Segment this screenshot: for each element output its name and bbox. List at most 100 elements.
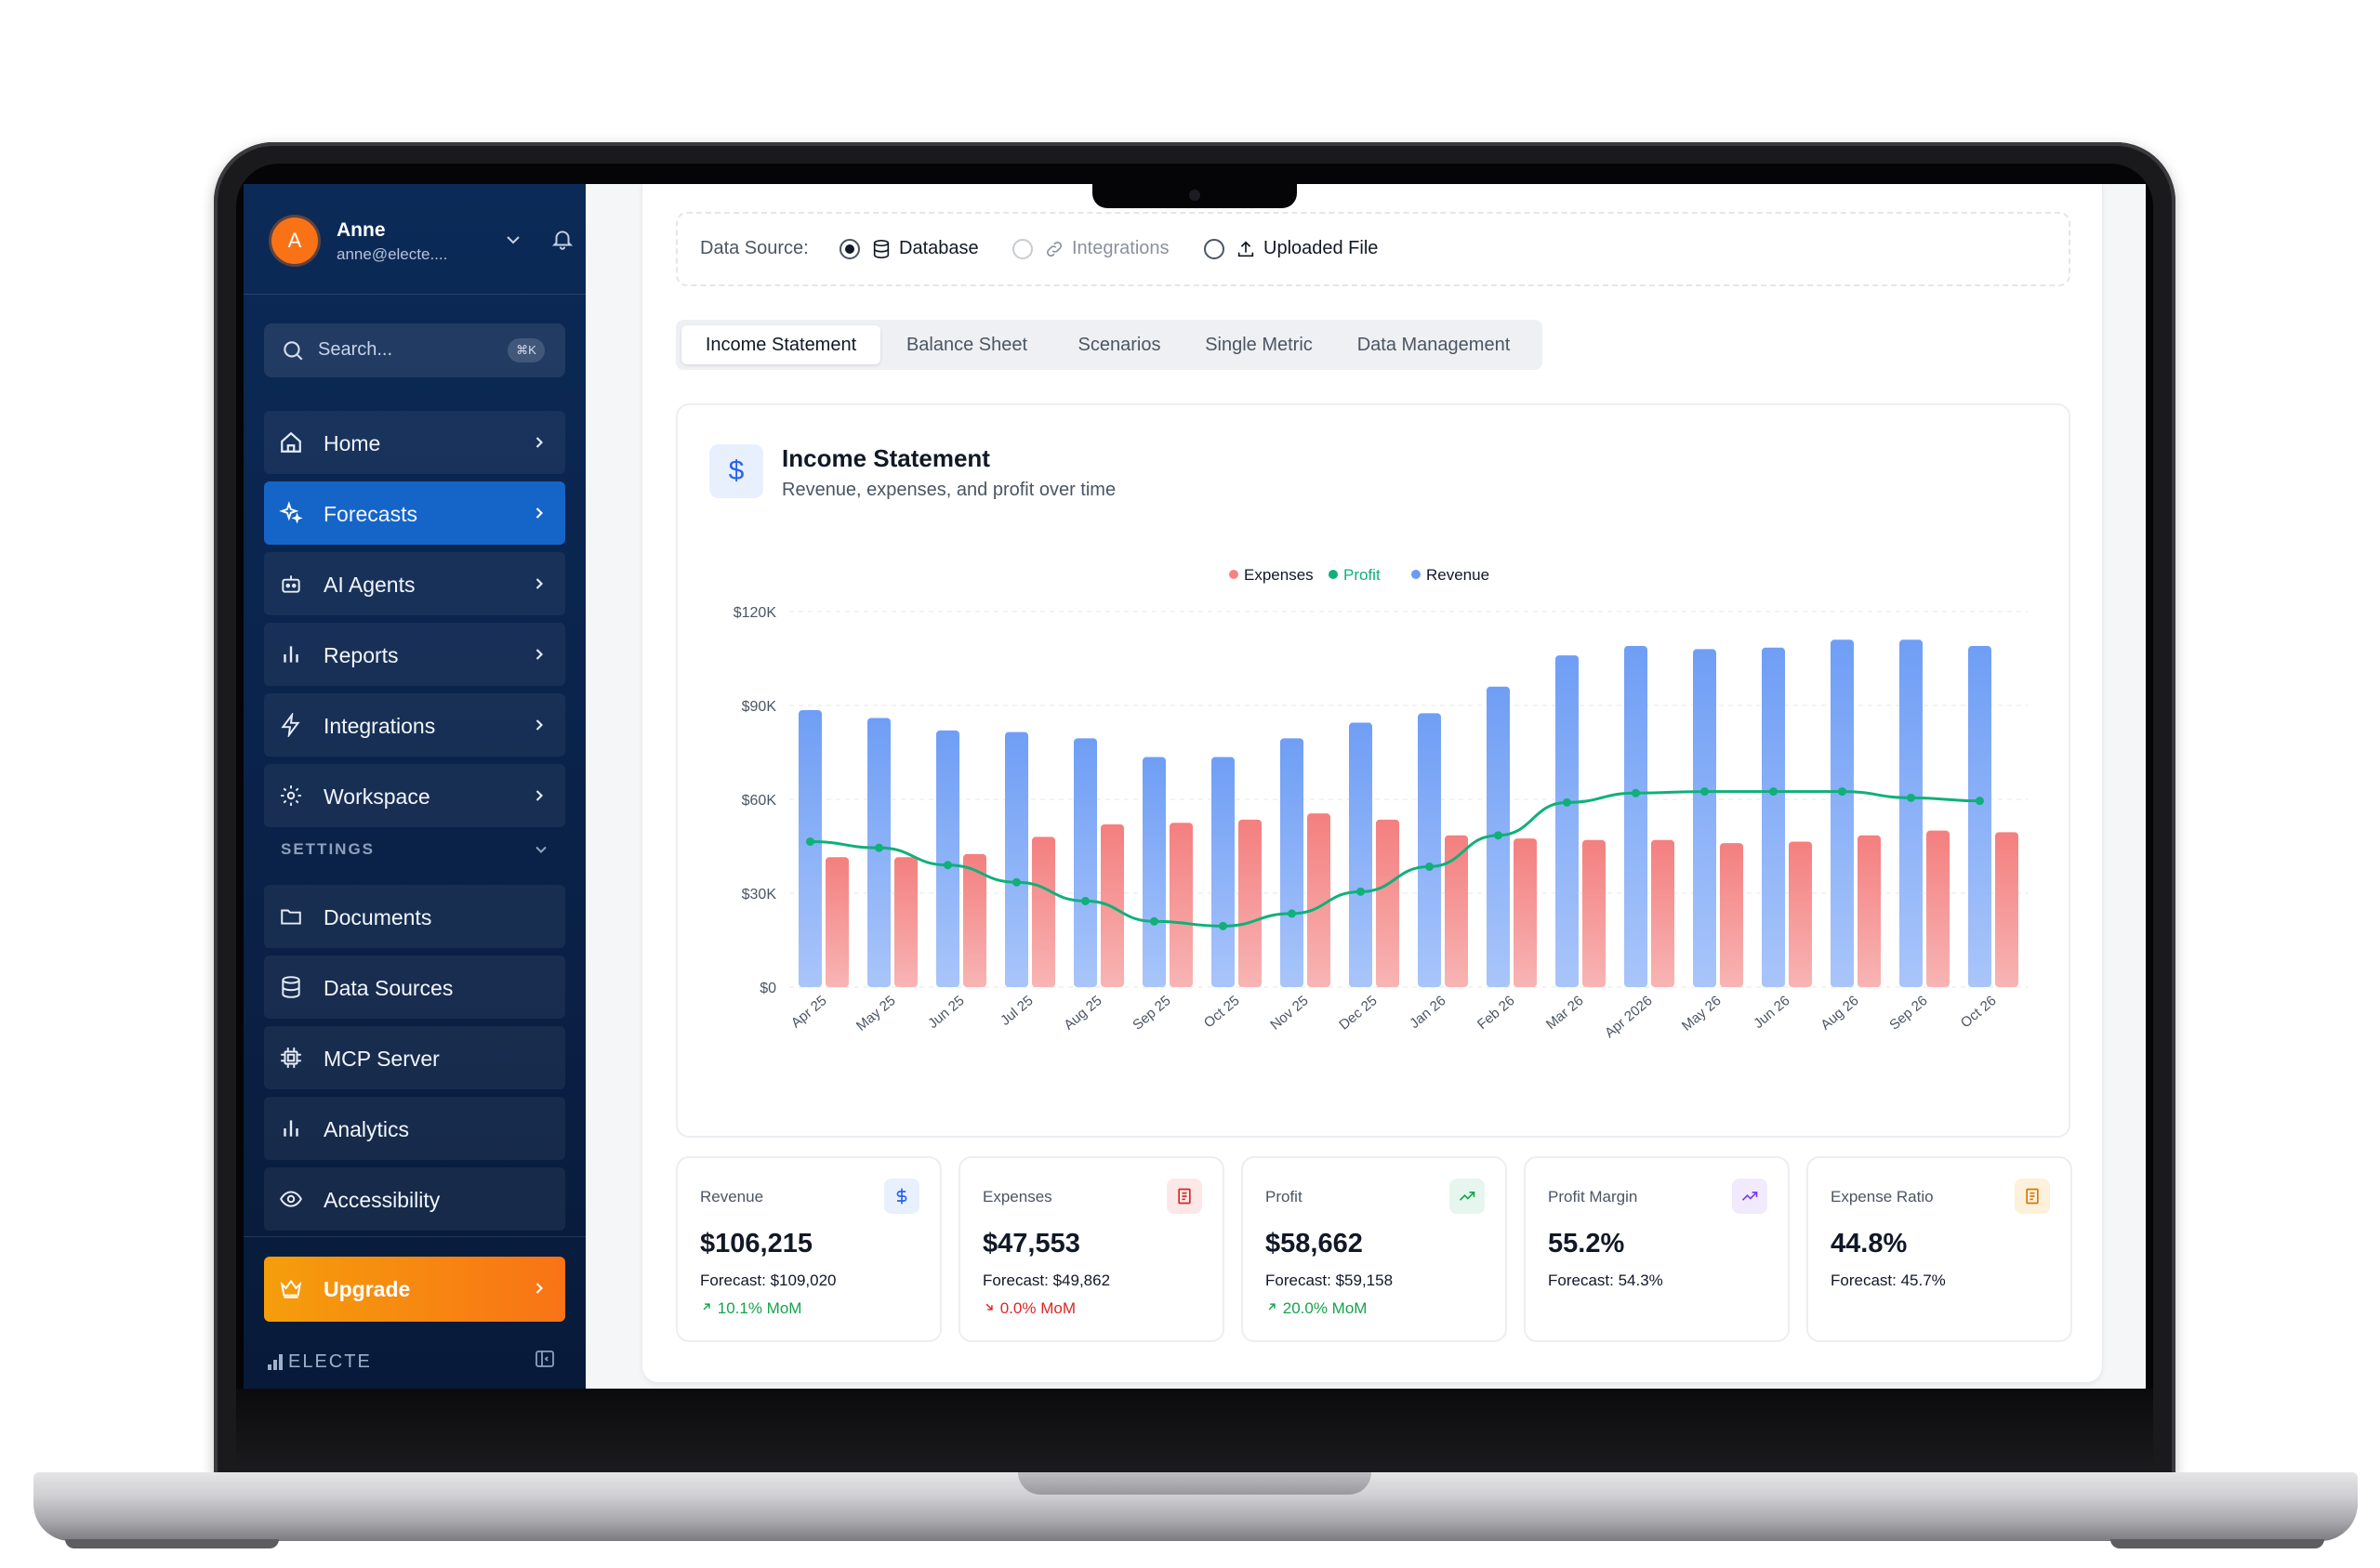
sidebar-item-forecasts[interactable]: Forecasts xyxy=(264,481,565,545)
sidebar-item-home[interactable]: Home xyxy=(264,411,565,474)
revenue-bar xyxy=(1143,757,1166,987)
sidebar-item-workspace[interactable]: Workspace xyxy=(264,764,565,827)
sidebar-item-label: Data Sources xyxy=(324,976,454,1000)
expenses-bar xyxy=(1789,841,1812,987)
kpi-forecast-label: Forecast: xyxy=(983,1272,1049,1289)
sidebar-item-documents[interactable]: Documents xyxy=(264,885,565,948)
y-tick-label: $30K xyxy=(742,887,777,903)
profit-point xyxy=(1976,797,1984,806)
x-tick-label: Nov 25 xyxy=(1267,993,1311,1034)
tab-income-statement[interactable]: Income Statement xyxy=(681,325,880,364)
sidebar-item-analytics[interactable]: Analytics xyxy=(264,1097,565,1160)
chevron-down-icon[interactable] xyxy=(502,229,524,251)
x-tick-label: Mar 26 xyxy=(1543,993,1587,1033)
card-icon-box: $ xyxy=(709,444,763,498)
data-source-integrations-radio[interactable]: Integrations xyxy=(1012,236,1198,264)
revenue-bar xyxy=(799,710,822,987)
chip-icon xyxy=(281,1048,301,1068)
kpi-label: Revenue xyxy=(700,1188,764,1206)
radio-unselected[interactable] xyxy=(1012,239,1033,259)
sidebar-item-ai-agents[interactable]: AI Agents xyxy=(264,552,565,615)
chevron-down-icon[interactable] xyxy=(532,840,550,859)
search-input[interactable]: Search... ⌘K xyxy=(264,323,565,377)
income-statement-card: $ Income Statement Revenue, expenses, an… xyxy=(676,403,2070,1138)
chevron-right-icon xyxy=(536,507,543,519)
kpi-forecast: Forecast: $109,020 xyxy=(700,1272,837,1290)
revenue-bar xyxy=(867,718,891,987)
card-title: Income Statement xyxy=(782,444,990,472)
profit-point xyxy=(1356,887,1365,896)
bell-icon[interactable] xyxy=(550,227,575,251)
database-icon xyxy=(282,976,300,998)
legend-swatch xyxy=(1411,570,1421,579)
brand-bars-icon xyxy=(268,1354,283,1370)
x-tick-label: May 25 xyxy=(853,993,899,1034)
y-tick-label: $0 xyxy=(760,981,776,996)
kpi-value: 44.8% xyxy=(1831,1229,1908,1258)
search-placeholder: Search... xyxy=(318,339,393,360)
kpi-forecast-label: Forecast: xyxy=(1548,1272,1614,1289)
sidebar-item-label: Home xyxy=(324,431,381,455)
kpi-mom: 10.1% MoM xyxy=(700,1299,801,1318)
x-tick-label: Aug 25 xyxy=(1061,993,1104,1034)
expenses-bar xyxy=(1376,819,1399,987)
upload-icon xyxy=(1237,241,1254,257)
upgrade-button[interactable]: Upgrade xyxy=(264,1257,565,1322)
sidebar-item-integrations[interactable]: Integrations xyxy=(264,693,565,757)
revenue-bar xyxy=(1280,738,1303,987)
chevron-right-icon xyxy=(536,649,543,660)
revenue-bar xyxy=(1899,639,1923,987)
data-source-selector: Data Source: Database Integrations Uploa… xyxy=(676,212,2070,286)
tab-data-management[interactable]: Data Management xyxy=(1356,335,1511,355)
app-screen: A Anne anne@electe.... Search... ⌘K Home… xyxy=(244,184,2146,1389)
profit-point xyxy=(1081,896,1090,905)
tab-scenarios[interactable]: Scenarios xyxy=(1078,335,1161,355)
sidebar-item-label: Analytics xyxy=(324,1117,410,1141)
radio-unselected[interactable] xyxy=(1204,239,1224,259)
legend-swatch xyxy=(1229,570,1238,579)
kpi-mom-value: 10.1% MoM xyxy=(717,1299,802,1317)
data-source-option-label: Integrations xyxy=(1072,238,1170,258)
avatar[interactable]: A xyxy=(271,217,318,264)
x-tick-label: Sep 26 xyxy=(1886,993,1930,1034)
sidebar-item-label: AI Agents xyxy=(324,573,416,597)
bar-chart-icon xyxy=(284,1120,298,1137)
laptop-bottom-bezel xyxy=(236,1389,2153,1474)
profit-point xyxy=(944,861,952,870)
sidebar-item-data-sources[interactable]: Data Sources xyxy=(264,955,565,1019)
expenses-bar xyxy=(1170,823,1193,987)
x-tick-label: Apr 2026 xyxy=(1602,993,1656,1041)
sidebar-item-reports[interactable]: Reports xyxy=(264,623,565,686)
user-profile[interactable]: A Anne anne@electe.... xyxy=(271,214,574,268)
kpi-forecast: Forecast: $59,158 xyxy=(1265,1272,1393,1290)
tab-balance-sheet[interactable]: Balance Sheet xyxy=(906,335,1028,355)
arrow-up-right-icon xyxy=(1268,1303,1276,1311)
income-chart[interactable]: $0 $30K $60K $90K $120K Apr 25 May 25 Jun 25 Jul… xyxy=(678,405,2072,1140)
expenses-bar xyxy=(1238,819,1262,987)
x-tick-label: Jan 26 xyxy=(1407,993,1448,1032)
x-tick-label: May 26 xyxy=(1679,993,1725,1034)
sidebar-item-mcp-server[interactable]: MCP Server xyxy=(264,1026,565,1089)
sidebar-item-label: Reports xyxy=(324,643,399,667)
profit-point xyxy=(1563,797,1571,807)
tab-single-metric[interactable]: Single Metric xyxy=(1205,335,1313,355)
x-tick-label: Jul 25 xyxy=(998,993,1037,1029)
data-source-uploaded-file-radio[interactable]: Uploaded File xyxy=(1204,236,1408,264)
sidebar-item-accessibility[interactable]: Accessibility xyxy=(264,1167,565,1231)
divider xyxy=(244,294,586,295)
data-source-database-radio[interactable]: Database xyxy=(840,236,998,264)
revenue-bar xyxy=(1624,646,1647,987)
sidebar-item-label: MCP Server xyxy=(324,1047,440,1071)
sidebar-item-label: Documents xyxy=(324,905,432,929)
expenses-bar xyxy=(1651,839,1674,987)
chevron-right-icon xyxy=(536,790,543,801)
lightning-icon xyxy=(281,713,300,737)
chevron-right-icon xyxy=(536,437,543,448)
profit-point xyxy=(1632,788,1640,797)
content-panel: Data Source: Database Integrations Uploa… xyxy=(641,184,2103,1383)
radio-selected[interactable] xyxy=(840,239,860,259)
laptop-foot-left xyxy=(65,1539,279,1548)
sidebar-collapse-icon[interactable] xyxy=(534,1348,556,1370)
x-tick-label: Sep 25 xyxy=(1130,993,1173,1034)
profit-point xyxy=(1425,862,1434,871)
